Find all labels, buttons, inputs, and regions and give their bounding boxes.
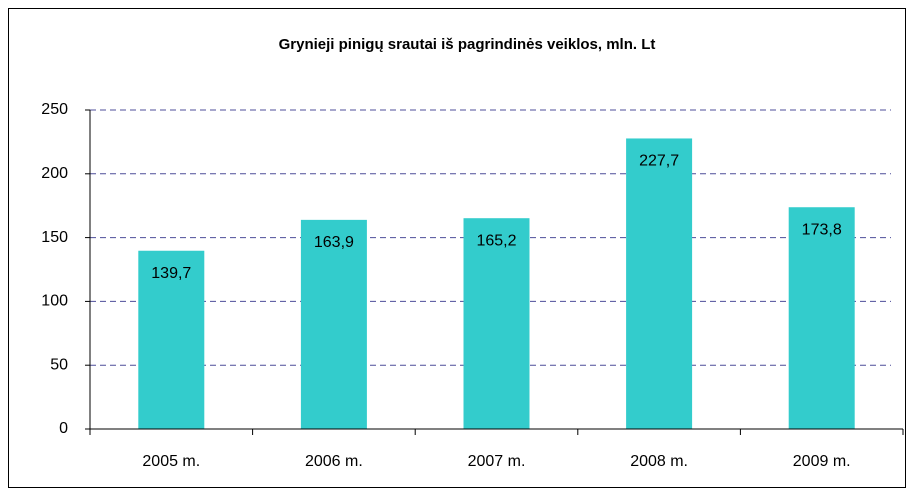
bar	[463, 218, 530, 429]
bar	[626, 138, 693, 429]
y-tick-label: 150	[41, 229, 68, 246]
value-label: 165,2	[476, 232, 516, 249]
bar	[138, 250, 205, 429]
y-tick-label: 200	[41, 165, 68, 182]
x-tick-label: 2009 m.	[793, 453, 851, 470]
bar	[300, 219, 367, 429]
value-label: 163,9	[314, 234, 354, 251]
x-tick-label: 2008 m.	[630, 453, 688, 470]
chart-title: Grynieji pinigų srautai iš pagrindinės v…	[279, 36, 656, 53]
value-label: 227,7	[639, 153, 679, 170]
x-tick-label: 2006 m.	[305, 453, 363, 470]
bar	[788, 207, 855, 429]
x-tick-label: 2007 m.	[468, 453, 526, 470]
y-tick-label: 50	[50, 356, 68, 373]
value-label: 139,7	[151, 265, 191, 282]
y-tick-label: 100	[41, 293, 68, 310]
y-tick-label: 0	[59, 420, 68, 437]
value-label: 173,8	[802, 221, 842, 238]
x-tick-label: 2005 m.	[142, 453, 200, 470]
y-tick-label: 250	[41, 101, 68, 118]
